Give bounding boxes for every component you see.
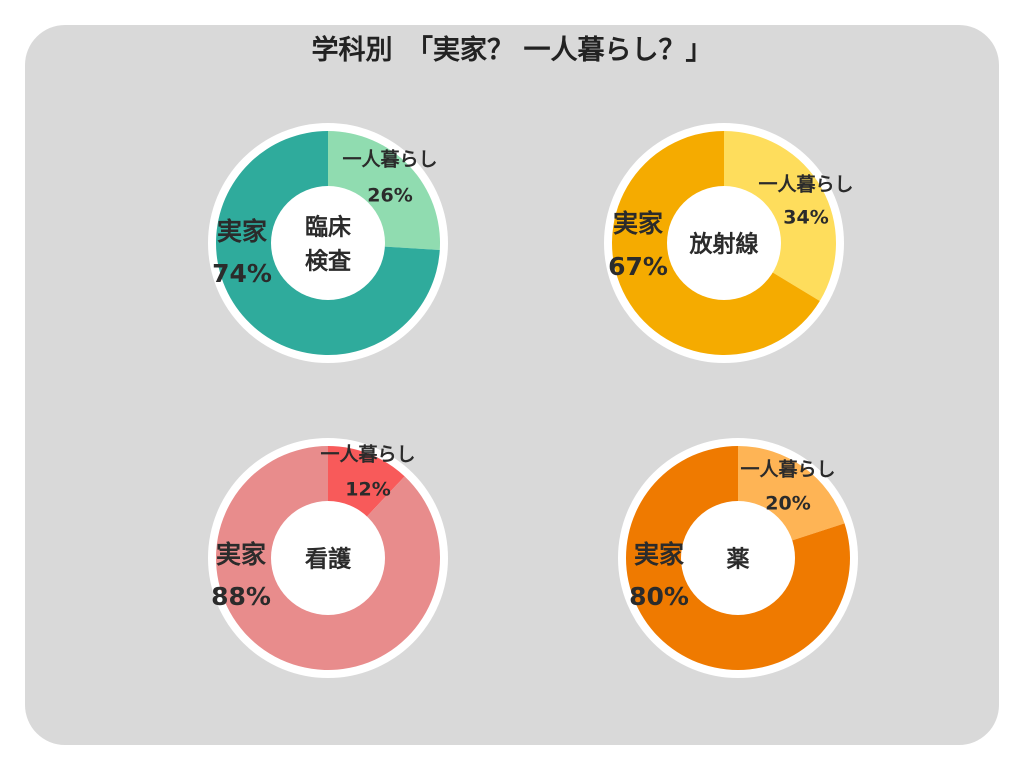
center-label: 看護 (305, 546, 352, 573)
slice-category-label: 一人暮らし (758, 174, 853, 196)
slice-value-label: 34% (783, 207, 828, 229)
center-label: 薬 (727, 547, 750, 573)
slice-category-label: 実家 (634, 540, 684, 569)
slice-category-label: 実家 (216, 540, 266, 569)
slice-value-label: 12% (345, 479, 390, 501)
slice-category-label: 一人暮らし (740, 459, 835, 481)
slice-value-label: 80% (629, 582, 689, 611)
donut-chart-3: 看護 一人暮らし 12% 実家 88% (208, 438, 448, 678)
donut-hole (271, 501, 385, 615)
center-label: 放射線 (689, 231, 759, 258)
donut-hole (681, 501, 795, 615)
slice-category-label: 一人暮らし (320, 444, 415, 466)
slice-value-label: 88% (211, 582, 271, 611)
donut-chart-4: 薬 一人暮らし 20% 実家 80% (618, 438, 858, 678)
donut-chart-2: 放射線 一人暮らし 34% 実家 67% (604, 123, 854, 363)
chart-title: 学科別 「実家？ 一人暮らし？」 (311, 35, 713, 66)
slice-category-label: 実家 (217, 217, 267, 246)
donut-hole (667, 186, 781, 300)
slice-value-label: 67% (608, 252, 668, 281)
slice-value-label: 20% (765, 493, 810, 515)
donut-hole (271, 186, 385, 300)
slice-category-label: 一人暮らし (342, 149, 437, 171)
slice-value-label: 74% (212, 259, 272, 288)
slice-value-label: 26% (367, 185, 412, 207)
center-label: 臨床 (305, 214, 351, 241)
slice-category-label: 実家 (613, 209, 663, 238)
center-label: 検査 (305, 249, 351, 275)
